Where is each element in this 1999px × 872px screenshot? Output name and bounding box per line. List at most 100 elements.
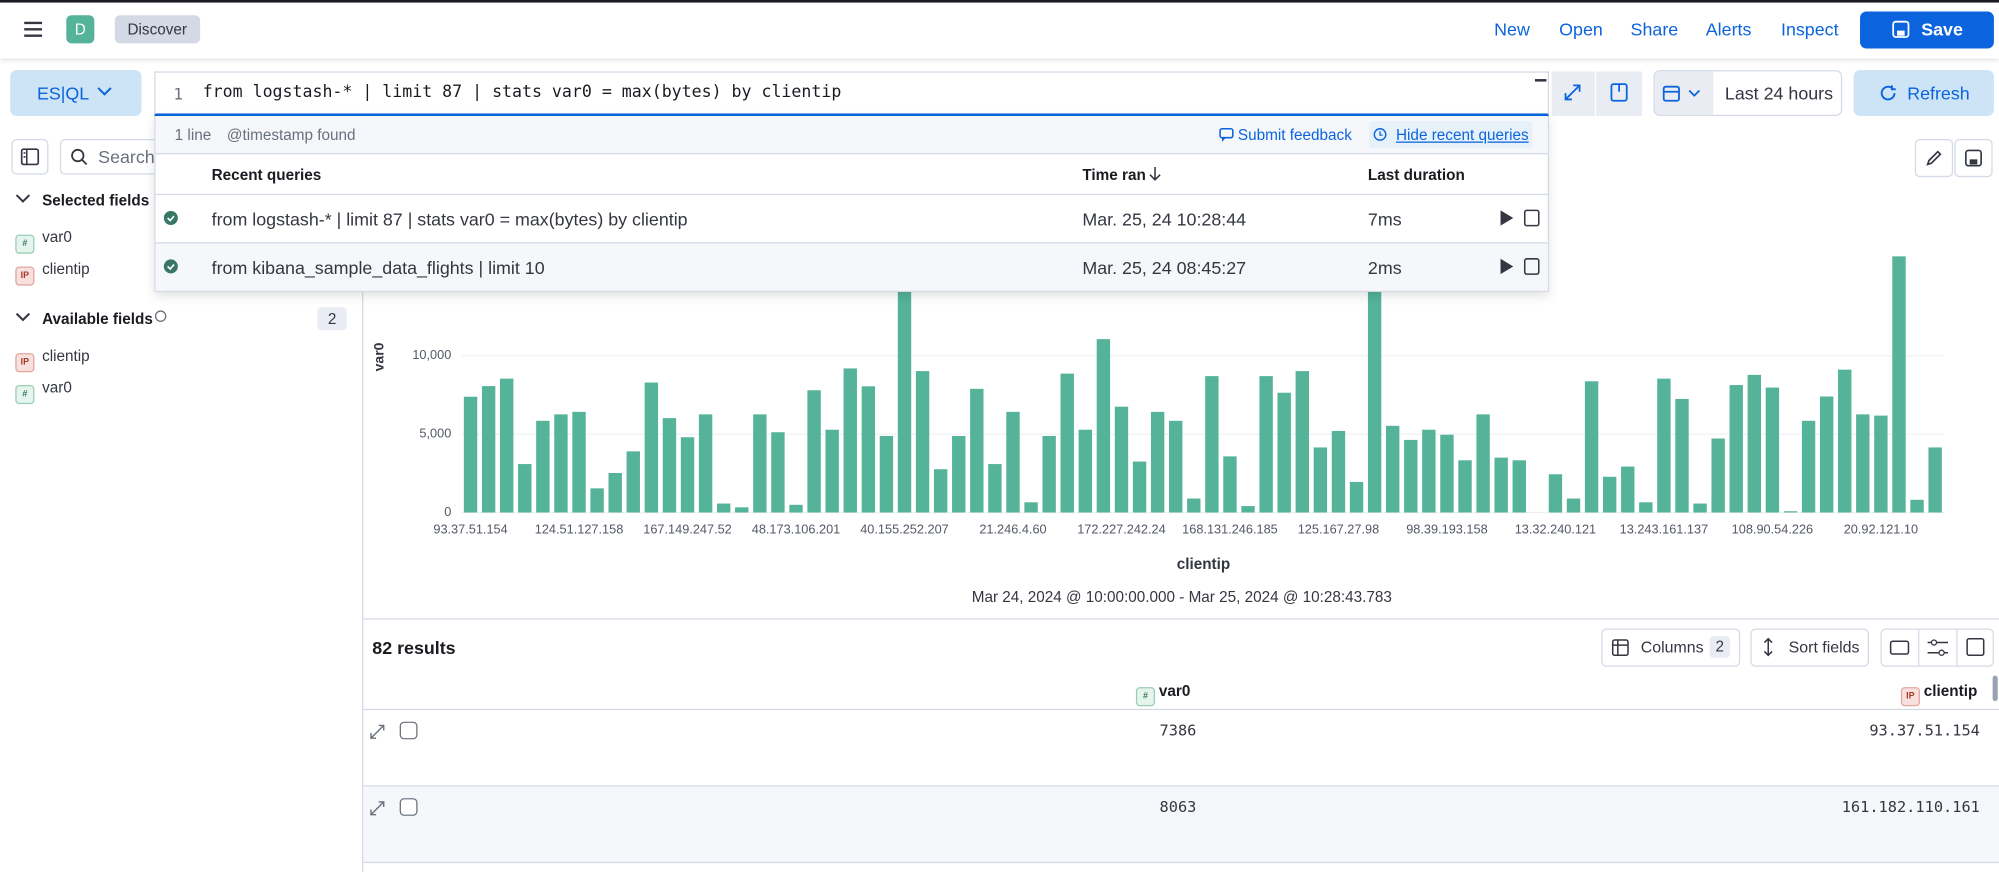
grid-tool-icons[interactable] (1880, 629, 1993, 667)
bar (1675, 399, 1688, 512)
bar (1223, 456, 1236, 512)
field-name[interactable]: clientip (42, 260, 90, 278)
y-tick-label: 10,000 (412, 347, 451, 362)
feedback-icon (1219, 127, 1234, 141)
bar (1006, 412, 1019, 513)
space-badge[interactable]: D (66, 15, 94, 43)
bar (916, 371, 929, 512)
bar (825, 430, 838, 513)
bar (1856, 414, 1869, 512)
column-header[interactable]: var0 (1159, 682, 1190, 700)
bar (753, 414, 766, 512)
bar (518, 464, 531, 512)
status-icon (163, 259, 178, 274)
column-header[interactable]: clientip (1924, 682, 1978, 700)
breadcrumb[interactable]: Discover (115, 15, 200, 43)
bar (988, 464, 1001, 512)
bar (464, 397, 477, 513)
clock-icon (1373, 127, 1387, 141)
bar (1928, 447, 1941, 512)
column-header: Last duration (1368, 166, 1465, 184)
docs-icon (1610, 83, 1628, 102)
row-actions[interactable] (1499, 258, 1542, 276)
chevron-icon[interactable] (15, 311, 30, 324)
bar (482, 386, 495, 512)
bar (1603, 477, 1616, 513)
bar (663, 418, 676, 512)
bar (1621, 467, 1634, 513)
bar (1730, 385, 1743, 512)
bar (627, 451, 640, 512)
row-controls[interactable] (370, 722, 421, 740)
bar (681, 437, 694, 512)
y-axis-label: var0 (371, 342, 387, 371)
menu-icon[interactable] (23, 19, 43, 39)
bar (1549, 474, 1562, 512)
bar (1585, 381, 1598, 512)
time-cell: Mar. 25, 24 10:28:44 (1082, 209, 1246, 229)
bar (1386, 426, 1399, 513)
x-tick-label: 98.39.193.158 (1406, 522, 1487, 537)
time-range: Mar 24, 2024 @ 10:00:00.000 - Mar 25, 20… (972, 589, 1392, 606)
bar (1639, 502, 1652, 512)
nav-link[interactable]: Open (1559, 19, 1603, 39)
bar (1458, 460, 1471, 512)
x-tick-label: 167.149.247.52 (643, 522, 732, 537)
section-title: Selected fields (42, 191, 149, 209)
query-cell[interactable]: from logstash-* | limit 87 | stats var0 … (212, 209, 688, 229)
field-type: # (15, 385, 34, 404)
bar (771, 432, 784, 512)
bar (554, 414, 567, 512)
query-text: from logstash-* | limit 87 | stats var0 … (203, 83, 842, 102)
bar (1097, 339, 1110, 512)
row-controls[interactable] (370, 798, 421, 816)
column-header[interactable]: Time ran (1082, 166, 1146, 184)
hide-link[interactable]: Hide recent queries (1396, 126, 1529, 144)
table-header-border (156, 194, 1548, 195)
y-tick-label: 5,000 (419, 425, 451, 440)
x-tick-label: 13.32.240.121 (1515, 522, 1596, 537)
nav-link[interactable]: New (1494, 19, 1530, 39)
field-name[interactable]: var0 (42, 379, 72, 397)
query-cell[interactable]: from kibana_sample_data_flights | limit … (212, 258, 545, 278)
bar (1657, 379, 1670, 513)
x-tick-label: 124.51.127.158 (535, 522, 624, 537)
bar (1567, 499, 1580, 513)
nav-link[interactable]: Inspect (1781, 19, 1839, 39)
bar (880, 436, 893, 512)
help-icon[interactable] (154, 310, 167, 323)
bar (1205, 376, 1218, 512)
bar (1278, 393, 1291, 513)
sort-icon (1762, 637, 1775, 656)
columns-icon (1611, 639, 1629, 657)
header (0, 0, 1999, 59)
refresh-label: Refresh (1907, 83, 1970, 103)
field-name[interactable]: var0 (42, 228, 72, 246)
bar (1820, 396, 1833, 512)
cell: 7386 (1114, 722, 1241, 740)
calendar-icon (1662, 84, 1703, 102)
chevron-icon[interactable] (15, 193, 30, 206)
field-name[interactable]: clientip (42, 347, 90, 365)
x-tick-label: 108.90.54.226 (1732, 522, 1813, 537)
bar (1332, 431, 1345, 513)
bar (1368, 285, 1381, 512)
status-icon (163, 210, 178, 225)
bar (1151, 412, 1164, 513)
x-tick-label: 40.155.252.207 (860, 522, 949, 537)
bar (844, 368, 857, 512)
field-type: IP (15, 266, 34, 285)
bar (699, 414, 712, 512)
scrollbar[interactable] (1993, 676, 1998, 701)
minimize-icon[interactable] (1535, 79, 1546, 81)
nav-link[interactable]: Share (1631, 19, 1679, 39)
field-type: IP (15, 353, 34, 372)
timestamp-status: @timestamp found (227, 126, 356, 144)
feedback-link[interactable]: Submit feedback (1238, 126, 1352, 144)
nav-link[interactable]: Alerts (1706, 19, 1752, 39)
bar (1259, 376, 1272, 512)
row-actions[interactable] (1499, 209, 1542, 227)
bar (1169, 421, 1182, 513)
search-icon (70, 148, 88, 166)
